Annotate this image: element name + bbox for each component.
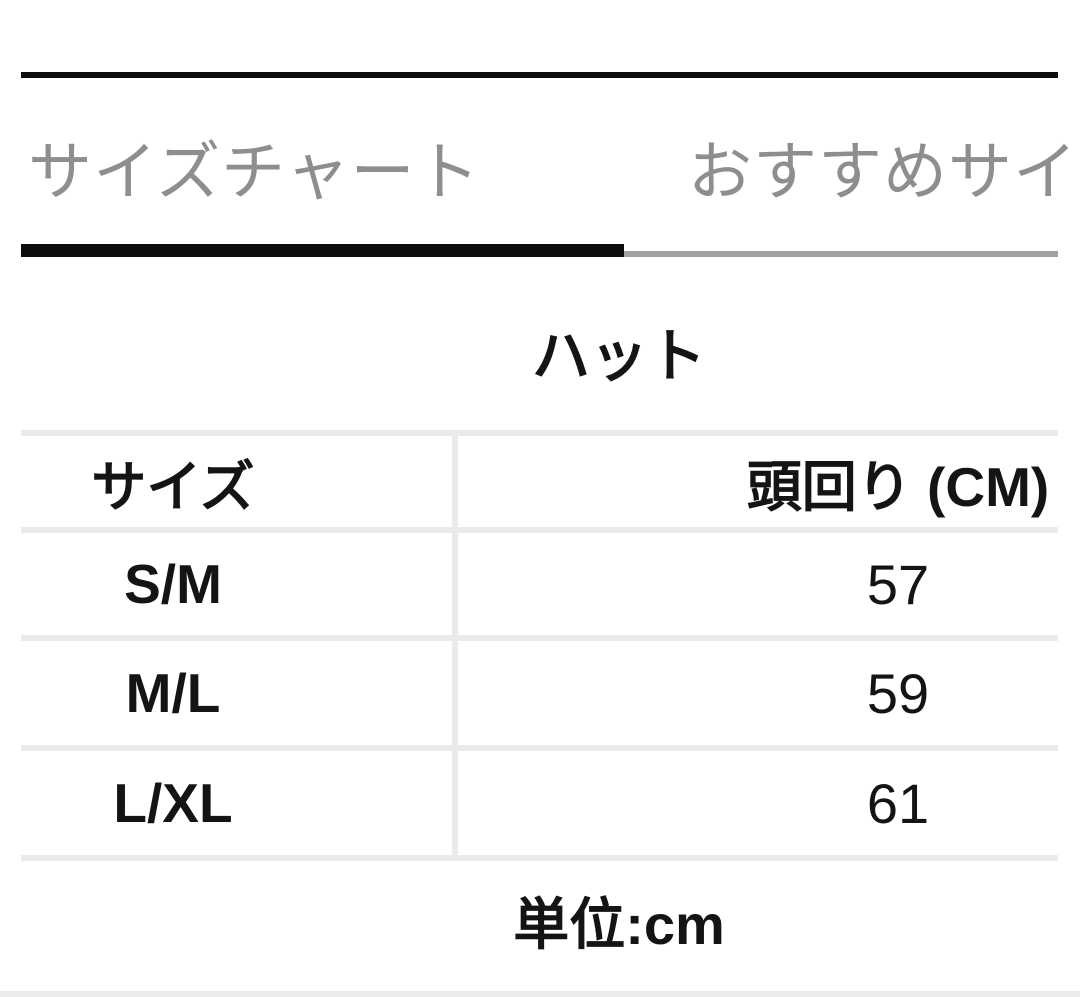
top-divider-line	[21, 72, 1058, 78]
table-header-row: サイズ 頭回り (CM)	[21, 430, 1058, 527]
table-row: L/XL 61	[21, 745, 1058, 861]
next-section-edge	[0, 991, 1080, 997]
header-head-circumference: 頭回り (CM)	[746, 455, 1050, 518]
header-size: サイズ	[91, 455, 255, 518]
row-measurement-value: 59	[866, 661, 930, 725]
tab-size-chart[interactable]: サイズチャート	[28, 136, 481, 208]
row-size-label: M/L	[125, 662, 221, 724]
row-measurement-value: 61	[866, 771, 930, 835]
table-row: S/M 57	[21, 527, 1058, 635]
row-size-label: S/M	[124, 553, 222, 615]
row-size-label: L/XL	[113, 772, 233, 834]
inactive-tab-underline	[624, 251, 1058, 257]
table-row: M/L 59	[21, 635, 1058, 745]
chart-title: ハット	[531, 324, 706, 389]
row-measurement-value: 57	[866, 552, 930, 616]
unit-label: 単位:cm	[513, 893, 725, 956]
active-tab-indicator	[21, 244, 624, 257]
size-table: サイズ 頭回り (CM) S/M 57 M/L 59 L/XL 61	[21, 430, 1058, 861]
tab-recommended-size[interactable]: おすすめサイ	[688, 136, 1078, 208]
column-divider-line	[452, 430, 458, 861]
